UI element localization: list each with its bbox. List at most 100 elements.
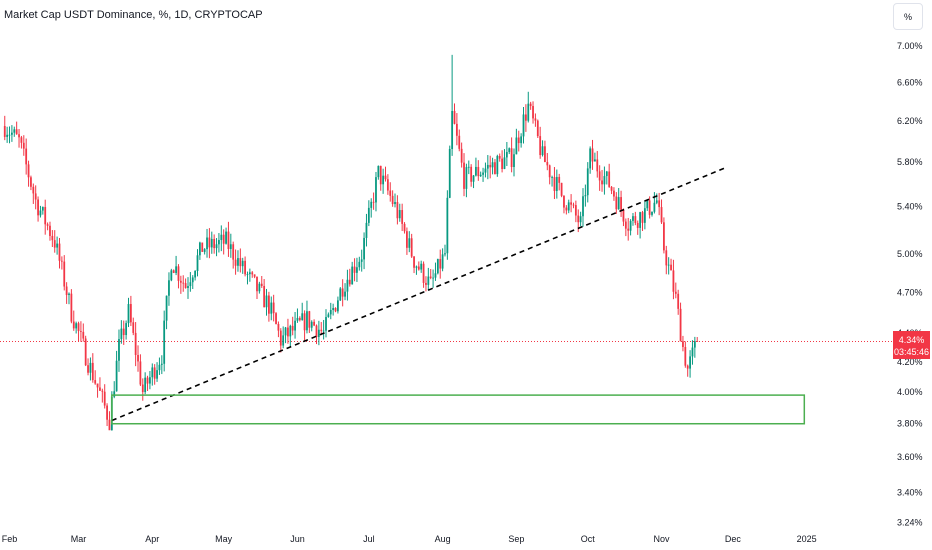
- candle-body: [482, 172, 484, 175]
- y-tick-label: 6.60%: [897, 77, 923, 87]
- candle-body: [370, 201, 373, 208]
- candle-body: [529, 103, 532, 107]
- candle-body: [125, 323, 128, 336]
- candle-body: [532, 106, 534, 119]
- candle-body: [453, 110, 456, 124]
- candle-body: [222, 234, 225, 244]
- price-axis[interactable]: 7.00%6.60%6.20%5.80%5.40%5.00%4.70%4.40%…: [897, 41, 923, 527]
- candle-body: [460, 148, 463, 163]
- candle-body: [63, 261, 66, 287]
- candle-body: [22, 142, 25, 149]
- candle-body: [494, 162, 496, 175]
- candle-body: [489, 164, 492, 168]
- candle-body: [272, 302, 275, 314]
- candle-body: [329, 310, 332, 315]
- candle-body: [137, 354, 139, 362]
- candle-body: [472, 175, 475, 182]
- candle-body: [72, 321, 75, 329]
- candle-body: [232, 244, 235, 260]
- candle-body: [417, 266, 420, 270]
- candle-body: [627, 228, 630, 231]
- candle-body: [120, 328, 123, 340]
- candle-body: [375, 177, 377, 203]
- candle-body: [643, 208, 646, 223]
- percent-scale-button[interactable]: %: [893, 3, 923, 30]
- candle-body: [596, 159, 599, 172]
- candle-body: [534, 118, 537, 121]
- candle-body: [165, 295, 168, 321]
- candle-body: [406, 231, 408, 248]
- y-tick-label: 4.70%: [897, 287, 923, 297]
- candle-body: [382, 175, 385, 185]
- candle-body: [25, 148, 28, 165]
- candle-body: [522, 114, 525, 137]
- candle-body: [20, 137, 23, 143]
- candle-body: [158, 364, 161, 371]
- candle-body: [384, 175, 387, 180]
- candle-body: [339, 288, 342, 301]
- candle-body: [303, 313, 306, 331]
- candle-body: [291, 325, 294, 331]
- candle-body: [413, 256, 415, 268]
- candle-body: [160, 363, 163, 365]
- candle-body: [653, 202, 656, 212]
- trendline: [111, 166, 727, 422]
- candle-body: [191, 277, 194, 283]
- candle-body: [149, 377, 151, 384]
- candle-body: [153, 367, 156, 379]
- candle-body: [584, 195, 587, 197]
- candle-body: [206, 237, 208, 250]
- candle-body: [325, 317, 327, 331]
- candle-body: [646, 200, 649, 209]
- candle-body: [44, 207, 47, 225]
- candle-body: [632, 216, 634, 221]
- candle-body: [648, 200, 651, 215]
- candle-body: [572, 204, 575, 206]
- candle-body: [536, 120, 539, 137]
- y-tick-label: 5.40%: [897, 201, 923, 211]
- candle-body: [379, 165, 382, 185]
- candle-body: [693, 341, 696, 348]
- candle-body: [317, 329, 320, 338]
- candle-body: [187, 286, 189, 288]
- candle-body: [49, 225, 51, 236]
- candle-body: [282, 335, 285, 346]
- candle-body: [103, 391, 106, 406]
- candle-body: [351, 266, 354, 285]
- candle-body: [46, 224, 49, 226]
- candle-body: [310, 321, 313, 328]
- candle-body: [118, 339, 120, 361]
- candle-body: [348, 279, 351, 285]
- candle-body: [498, 155, 501, 159]
- candle-body: [210, 238, 213, 248]
- candle-body: [491, 162, 494, 168]
- candle-body: [108, 419, 111, 431]
- candle-body: [37, 199, 39, 216]
- candle-body: [127, 304, 130, 324]
- candle-body: [146, 377, 149, 384]
- candle-body: [196, 255, 199, 271]
- y-tick-label: 6.20%: [897, 116, 923, 126]
- bar-countdown: 03:45:46: [893, 347, 930, 357]
- candle-body: [663, 222, 665, 251]
- candle-body: [655, 200, 658, 203]
- candle-body: [182, 282, 185, 284]
- candle-body: [427, 276, 430, 285]
- candle-body: [184, 283, 187, 288]
- y-tick-label: 5.80%: [897, 157, 923, 167]
- candle-body: [75, 323, 78, 329]
- candle-body: [301, 313, 304, 321]
- candle-body: [696, 341, 699, 342]
- candle-body: [189, 282, 192, 287]
- candle-body: [60, 260, 63, 262]
- candle-body: [396, 202, 399, 219]
- x-tick-label: Aug: [435, 534, 451, 544]
- candle-body: [132, 322, 135, 333]
- candle-body: [634, 216, 637, 223]
- candle-body: [77, 323, 80, 332]
- x-tick-label: Apr: [145, 534, 159, 544]
- candle-body: [544, 146, 546, 163]
- time-axis[interactable]: Feb Mar Apr May Jun Jul Aug Sep Oct Nov Dec 2025: [2, 534, 817, 544]
- candle-body: [541, 146, 544, 156]
